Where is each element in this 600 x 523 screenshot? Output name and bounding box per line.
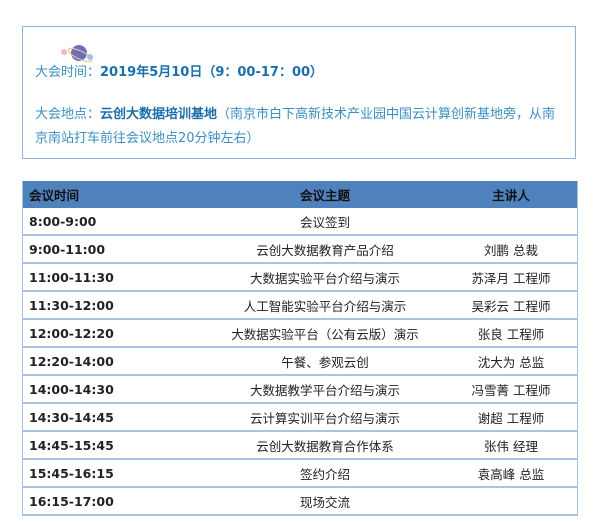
cell-speaker: 谢超 工程师: [445, 403, 578, 432]
table-row: 12:20-14:00 午餐、参观云创 沈大为 总监: [22, 347, 578, 376]
cell-time: 11:00-11:30: [22, 263, 205, 292]
cell-topic: 云创大数据教育产品介绍: [205, 235, 445, 264]
table-row: 14:45-15:45 云创大数据教育合作体系 张伟 经理: [22, 431, 578, 460]
place-note: （南京市白下高新技术产业园中国云计算创新基地旁，从南京南站打车前往会议地点20分…: [35, 107, 556, 146]
info-box: 大会时间：2019年5月10日（9：00-17：00） 大会地点：云创大数据培训…: [22, 26, 576, 159]
cell-time: 16:15-17:00: [22, 487, 205, 516]
cell-time: 12:00-12:20: [22, 319, 205, 348]
cell-topic: 云计算实训平台介绍与演示: [205, 403, 445, 432]
cell-topic: 云创大数据教育合作体系: [205, 431, 445, 460]
time-line: 大会时间：2019年5月10日（9：00-17：00）: [35, 61, 565, 85]
cell-topic: 午餐、参观云创: [205, 347, 445, 376]
cell-time: 14:45-15:45: [22, 431, 205, 460]
cell-topic: 大数据实验平台介绍与演示: [205, 263, 445, 292]
cell-time: 11:30-12:00: [22, 291, 205, 320]
table-row: 15:45-16:15 签约介绍 袁高峰 总监: [22, 459, 578, 488]
cell-time: 8:00-9:00: [22, 208, 205, 236]
planet-icon: [59, 41, 99, 67]
table-row: 8:00-9:00 会议签到: [22, 208, 578, 236]
cell-speaker: 吴彩云 工程师: [445, 291, 578, 320]
cell-topic: 签约介绍: [205, 459, 445, 488]
cell-time: 9:00-11:00: [22, 235, 205, 264]
cell-topic: 大数据教学平台介绍与演示: [205, 375, 445, 404]
cell-speaker: 冯雪菁 工程师: [445, 375, 578, 404]
place-label: 大会地点：: [35, 107, 101, 122]
place-value: 云创大数据培训基地: [100, 107, 218, 122]
table-row: 11:30-12:00 人工智能实验平台介绍与演示 吴彩云 工程师: [22, 291, 578, 320]
header-topic: 会议主题: [205, 181, 445, 208]
table-header: 会议时间 会议主题 主讲人: [22, 181, 578, 208]
cell-topic: 会议签到: [205, 208, 445, 236]
cell-speaker: 沈大为 总监: [445, 347, 578, 376]
time-label: 大会时间：: [35, 65, 101, 80]
cell-speaker: [445, 208, 578, 236]
cell-speaker: 刘鹏 总裁: [445, 235, 578, 264]
place-line: 大会地点：云创大数据培训基地（南京市白下高新技术产业园中国云计算创新基地旁，从南…: [35, 103, 565, 151]
cell-speaker: 张伟 经理: [445, 431, 578, 460]
cell-speaker: 袁高峰 总监: [445, 459, 578, 488]
table-row: 11:00-11:30 大数据实验平台介绍与演示 苏泽月 工程师: [22, 263, 578, 292]
table-row: 14:00-14:30 大数据教学平台介绍与演示 冯雪菁 工程师: [22, 375, 578, 404]
schedule-table: 会议时间 会议主题 主讲人 8:00-9:00 会议签到 9:00-11:00 云创大…: [22, 181, 578, 516]
cell-time: 14:00-14:30: [22, 375, 205, 404]
header-time: 会议时间: [22, 181, 205, 208]
header-speaker: 主讲人: [445, 181, 578, 208]
table-row: 16:15-17:00 现场交流: [22, 487, 578, 516]
time-value: 2019年5月10日（9：00-17：00）: [100, 65, 324, 80]
cell-topic: 大数据实验平台（公有云版）演示: [205, 319, 445, 348]
cell-time: 15:45-16:15: [22, 459, 205, 488]
table-row: 12:00-12:20 大数据实验平台（公有云版）演示 张良 工程师: [22, 319, 578, 348]
cell-topic: 人工智能实验平台介绍与演示: [205, 291, 445, 320]
cell-time: 14:30-14:45: [22, 403, 205, 432]
cell-speaker: [445, 487, 578, 516]
cell-speaker: 张良 工程师: [445, 319, 578, 348]
table-row: 9:00-11:00 云创大数据教育产品介绍 刘鹏 总裁: [22, 235, 578, 264]
cell-time: 12:20-14:00: [22, 347, 205, 376]
table-row: 14:30-14:45 云计算实训平台介绍与演示 谢超 工程师: [22, 403, 578, 432]
cell-topic: 现场交流: [205, 487, 445, 516]
cell-speaker: 苏泽月 工程师: [445, 263, 578, 292]
